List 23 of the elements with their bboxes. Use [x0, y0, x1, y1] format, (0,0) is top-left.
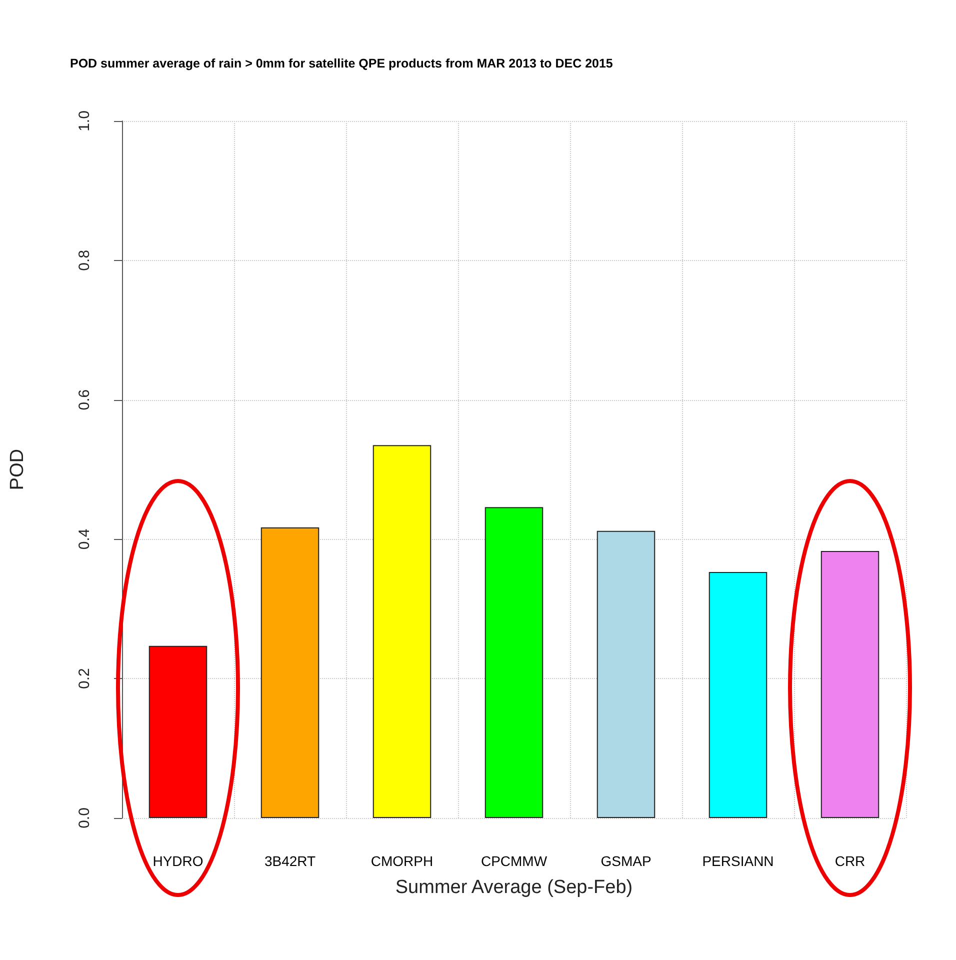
x-tick-label: CMORPH: [370, 853, 434, 869]
y-tick-label: 1.0: [76, 110, 93, 132]
bar: [148, 646, 208, 818]
y-axis-title: POD: [7, 448, 28, 490]
x-tick-label: HYDRO: [152, 853, 204, 869]
y-tick-label: 0.2: [76, 668, 93, 690]
y-tick-label: 0.8: [76, 250, 93, 271]
bar: [708, 572, 768, 818]
bar: [260, 527, 320, 818]
bar: [596, 530, 656, 818]
y-tick-label: 0.6: [76, 389, 93, 410]
bar: [372, 445, 432, 818]
x-tick-label: GSMAP: [600, 853, 652, 869]
bar: [820, 551, 880, 818]
x-axis-title: Summer Average (Sep-Feb): [395, 877, 633, 898]
chart-title: POD summer average of rain > 0mm for satellite QPE products from MAR 2013 to DEC 2015: [70, 56, 613, 70]
y-tick-label: 0.4: [76, 528, 93, 550]
x-tick-label: 3B42RT: [264, 853, 316, 869]
x-tick-label: PERSIANN: [702, 853, 774, 869]
x-tick-label: CRR: [834, 853, 866, 869]
bar: [484, 507, 544, 818]
y-tick-label: 0.0: [76, 808, 93, 828]
x-tick-label: CPCMMW: [480, 853, 548, 869]
